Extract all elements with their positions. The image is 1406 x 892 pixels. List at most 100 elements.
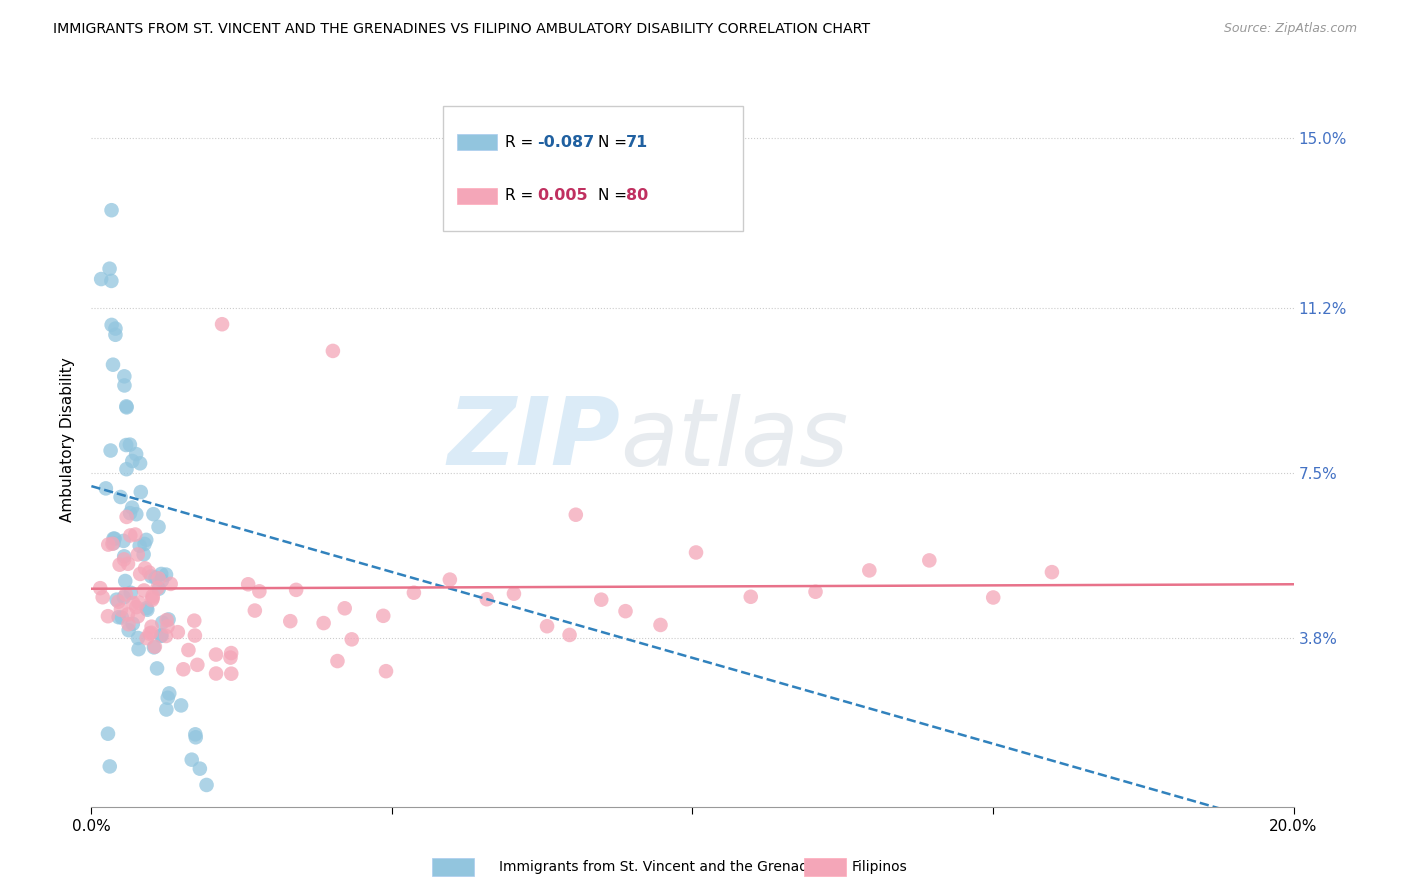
Point [112, 552, 135, 566]
Point [115, 509, 138, 524]
Point [1040, 565, 1063, 579]
Point [120, 586, 142, 600]
Text: atlas: atlas [620, 393, 849, 485]
Point [134, 561, 156, 575]
Point [439, 573, 461, 587]
Point [141, 620, 163, 634]
Point [211, 317, 233, 331]
Point [918, 553, 941, 567]
Text: 80: 80 [626, 188, 648, 203]
Point [117, 607, 139, 622]
Point [117, 557, 139, 571]
Point [91, 591, 114, 605]
Point [135, 631, 157, 645]
Point [205, 648, 228, 662]
Point [312, 616, 335, 631]
Point [114, 587, 136, 601]
Point [142, 640, 165, 655]
Point [219, 666, 242, 681]
Text: R =: R = [505, 188, 533, 203]
Point [128, 595, 150, 609]
Point [166, 625, 188, 640]
Point [115, 438, 138, 452]
Point [285, 582, 308, 597]
Point [121, 454, 143, 468]
Point [104, 321, 127, 335]
Point [98, 261, 121, 276]
Point [183, 614, 205, 628]
Point [138, 566, 160, 580]
Point [100, 203, 122, 218]
Point [172, 662, 194, 676]
Point [177, 643, 200, 657]
Point [103, 532, 125, 546]
Point [125, 507, 148, 521]
Point [981, 591, 1004, 605]
Point [103, 532, 125, 546]
Point [150, 615, 173, 630]
Point [375, 664, 398, 678]
Point [101, 358, 124, 372]
Point [155, 702, 177, 716]
Point [740, 590, 762, 604]
Point [136, 603, 159, 617]
Point [97, 538, 120, 552]
Point [219, 650, 242, 665]
Point [98, 759, 121, 773]
Point [536, 619, 558, 633]
Point [591, 592, 613, 607]
Point [156, 613, 179, 627]
Point [155, 629, 177, 643]
Point [107, 610, 129, 624]
Point [122, 596, 145, 610]
Point [135, 533, 157, 547]
Point [205, 666, 228, 681]
Text: R =: R = [505, 135, 533, 150]
Point [141, 593, 163, 607]
Point [127, 609, 149, 624]
Point [97, 727, 120, 741]
Point [112, 533, 135, 548]
Point [148, 571, 170, 585]
Point [94, 482, 117, 496]
Point [114, 574, 136, 588]
Point [132, 548, 155, 562]
Point [112, 591, 135, 605]
Point [129, 485, 152, 500]
Point [184, 731, 207, 745]
Point [170, 698, 193, 713]
Point [142, 507, 165, 521]
Point [614, 604, 637, 618]
Point [111, 610, 134, 624]
Point [103, 536, 125, 550]
Point [156, 619, 179, 633]
Point [157, 612, 180, 626]
Point [150, 628, 173, 642]
Point [104, 327, 127, 342]
Point [125, 600, 148, 615]
Point [186, 657, 208, 672]
Point [142, 591, 165, 606]
Point [129, 566, 152, 581]
Text: 71: 71 [626, 135, 648, 150]
Point [195, 778, 218, 792]
Text: 0.005: 0.005 [537, 188, 588, 203]
Point [804, 584, 827, 599]
Text: N =: N = [598, 135, 627, 150]
Text: IMMIGRANTS FROM ST. VINCENT AND THE GRENADINES VS FILIPINO AMBULATORY DISABILITY: IMMIGRANTS FROM ST. VINCENT AND THE GREN… [53, 22, 870, 37]
Point [114, 378, 136, 392]
Point [145, 571, 167, 585]
Point [180, 753, 202, 767]
Point [118, 506, 141, 520]
Point [219, 646, 242, 660]
Point [141, 625, 163, 640]
Point [115, 462, 138, 476]
Point [340, 632, 363, 647]
Point [565, 508, 588, 522]
Text: Immigrants from St. Vincent and the Grenadines: Immigrants from St. Vincent and the Gren… [499, 860, 837, 874]
Point [143, 640, 166, 654]
Point [112, 549, 135, 564]
Point [243, 603, 266, 617]
Point [858, 563, 880, 577]
Point [155, 567, 177, 582]
